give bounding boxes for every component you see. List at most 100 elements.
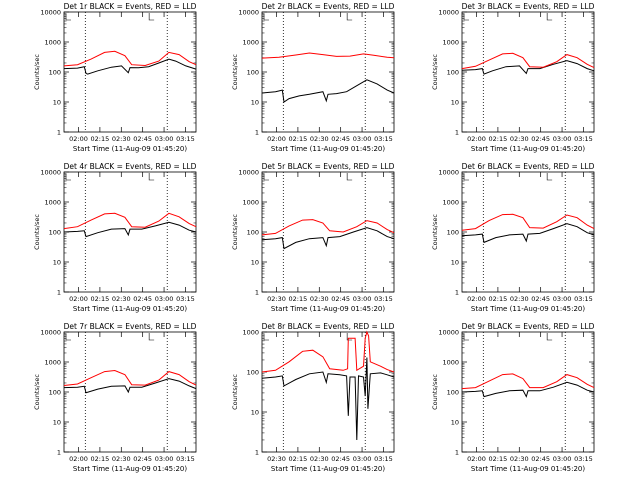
y-tick-label: 10 xyxy=(53,99,61,107)
y-tick-label: 1 xyxy=(455,289,459,297)
x-tick-label: 02:15 xyxy=(489,295,508,303)
x-tick-label: 02:15 xyxy=(489,135,508,143)
x-tick-label: 02:30 xyxy=(112,135,131,143)
corner-marker xyxy=(263,174,269,181)
x-tick-label: 02:30 xyxy=(310,135,329,143)
x-tick-label: 02:30 xyxy=(267,295,286,303)
chart-title: Det 7r BLACK = Events, RED = LLD xyxy=(64,322,197,331)
x-tick-label: 02:15 xyxy=(91,135,110,143)
series-line-lld xyxy=(261,219,395,236)
chart-panel-4: Det 4r BLACK = Events, RED = LLD Counts/s… xyxy=(33,162,197,313)
x-tick-label: 02:30 xyxy=(510,295,529,303)
x-tick-label: 03:15 xyxy=(574,455,593,463)
y-tick-label: 10 xyxy=(251,259,259,267)
corner-marker xyxy=(65,174,71,181)
x-axis-label: Start Time (11-Aug-09 01:45:20) xyxy=(271,465,385,473)
x-tick-label: 02:15 xyxy=(289,135,308,143)
y-axis-label: Counts/sec xyxy=(231,54,239,90)
x-axis-label: Start Time (11-Aug-09 01:45:20) xyxy=(73,465,187,473)
series-line-events xyxy=(63,58,197,75)
corner-marker xyxy=(346,333,353,341)
y-tick-label: 1 xyxy=(57,449,61,457)
y-tick-label: 100 xyxy=(247,369,259,377)
y-tick-label: 10 xyxy=(451,99,459,107)
x-tick-label: 02:00 xyxy=(69,135,88,143)
chart-title: Det 8r BLACK = Events, RED = LLD xyxy=(262,322,395,331)
x-tick-label: 03:00 xyxy=(155,455,174,463)
corner-marker xyxy=(463,174,469,181)
x-axis-label: Start Time (11-Aug-09 01:45:20) xyxy=(471,145,585,153)
y-tick-label: 1000 xyxy=(242,199,259,207)
corner-marker xyxy=(346,173,353,181)
x-tick-label: 02:45 xyxy=(133,295,152,303)
chart-title: Det 3r BLACK = Events, RED = LLD xyxy=(462,2,595,11)
x-tick-label: 02:45 xyxy=(133,455,152,463)
series-line-events xyxy=(261,79,395,103)
x-tick-label: 03:00 xyxy=(553,455,572,463)
x-axis-label: Start Time (11-Aug-09 01:45:20) xyxy=(73,145,187,153)
x-tick-label: 02:30 xyxy=(112,455,131,463)
series-line-lld xyxy=(63,369,197,386)
x-tick-label: 02:00 xyxy=(467,135,486,143)
y-tick-label: 10 xyxy=(451,419,459,427)
x-tick-label: 03:00 xyxy=(155,295,174,303)
x-tick-label: 02:00 xyxy=(69,455,88,463)
x-tick-label: 02:15 xyxy=(289,295,308,303)
chart-panel-1: Det 1r BLACK = Events, RED = LLD Counts/s… xyxy=(33,2,197,153)
y-axis-label: Counts/sec xyxy=(33,214,41,250)
x-tick-label: 02:45 xyxy=(531,135,550,143)
y-tick-label: 10000 xyxy=(40,9,61,17)
x-tick-label: 02:00 xyxy=(467,455,486,463)
plot-frame xyxy=(461,11,595,133)
x-tick-label: 02:45 xyxy=(331,455,350,463)
x-tick-label: 02:45 xyxy=(133,135,152,143)
x-tick-label: 03:00 xyxy=(353,135,372,143)
corner-marker xyxy=(148,173,155,181)
corner-marker xyxy=(346,13,353,21)
corner-marker xyxy=(65,14,71,21)
corner-marker xyxy=(148,13,155,21)
x-tick-label: 03:00 xyxy=(353,295,372,303)
corner-marker xyxy=(148,333,155,341)
series-line-lld xyxy=(261,52,395,59)
x-axis-label: Start Time (11-Aug-09 01:45:20) xyxy=(73,305,187,313)
corner-marker xyxy=(463,14,469,21)
y-tick-label: 1 xyxy=(255,449,259,457)
chart-panel-2: Det 2r BLACK = Events, RED = LLD Counts/s… xyxy=(231,2,395,153)
chart-title: Det 5r BLACK = Events, RED = LLD xyxy=(262,162,395,171)
plot-frame xyxy=(461,171,595,293)
series-line-lld xyxy=(261,330,395,373)
plot-frame xyxy=(261,11,395,133)
y-tick-label: 1000 xyxy=(442,199,459,207)
y-axis-label: Counts/sec xyxy=(231,374,239,410)
chart-title: Det 6r BLACK = Events, RED = LLD xyxy=(462,162,595,171)
y-axis-label: Counts/sec xyxy=(33,54,41,90)
y-tick-label: 100 xyxy=(247,69,259,77)
plot-frame xyxy=(63,331,197,453)
x-tick-label: 03:00 xyxy=(353,455,372,463)
y-tick-label: 1000 xyxy=(242,329,259,337)
series-line-events xyxy=(461,60,595,75)
y-tick-label: 1000 xyxy=(44,199,61,207)
y-tick-label: 10000 xyxy=(438,169,459,177)
x-tick-label: 02:45 xyxy=(331,135,350,143)
x-tick-label: 02:45 xyxy=(531,295,550,303)
y-tick-label: 10 xyxy=(251,99,259,107)
plot-frame xyxy=(63,11,197,133)
x-tick-label: 02:30 xyxy=(510,135,529,143)
x-axis-label: Start Time (11-Aug-09 01:45:20) xyxy=(271,305,385,313)
y-tick-label: 10000 xyxy=(438,9,459,17)
x-tick-label: 03:15 xyxy=(374,135,393,143)
corner-marker xyxy=(546,13,553,21)
x-tick-label: 03:00 xyxy=(553,135,572,143)
y-tick-label: 100 xyxy=(247,229,259,237)
chart-panel-9: Det 9r BLACK = Events, RED = LLD Counts/s… xyxy=(431,322,595,473)
y-tick-label: 10000 xyxy=(40,169,61,177)
x-tick-label: 02:15 xyxy=(489,455,508,463)
y-tick-label: 10 xyxy=(451,259,459,267)
series-line-events xyxy=(261,227,395,250)
chart-panel-7: Det 7r BLACK = Events, RED = LLD Counts/s… xyxy=(33,322,197,473)
y-tick-label: 1000 xyxy=(44,39,61,47)
y-tick-label: 10000 xyxy=(438,329,459,337)
x-axis-label: Start Time (11-Aug-09 01:45:20) xyxy=(471,305,585,313)
